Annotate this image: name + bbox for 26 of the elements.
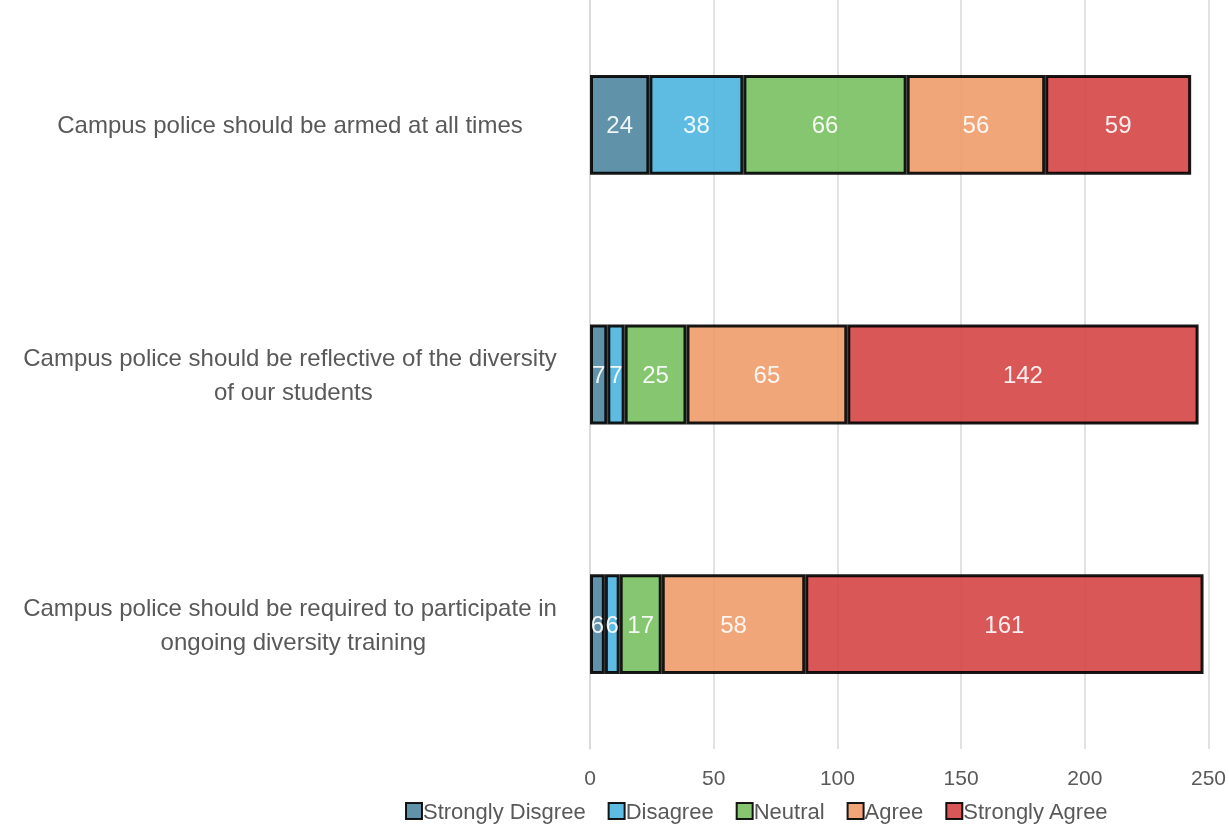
- legend-label: Disagree: [625, 798, 714, 824]
- data-label: 38: [683, 111, 710, 139]
- data-label: 66: [811, 111, 839, 139]
- data-label: 161: [984, 610, 1025, 638]
- data-label: 56: [962, 111, 990, 139]
- legend-label: Neutral: [753, 798, 825, 824]
- y-tick-label: Campus police should be reflective of the diversity of our students: [23, 344, 557, 405]
- data-label: 24: [606, 111, 634, 139]
- x-tick-label: 100: [819, 766, 855, 789]
- legend-label: Strongly Disgree: [423, 798, 586, 824]
- y-tick-label: Campus police should be armed at all times: [57, 111, 523, 139]
- y-tick-label: Campus police should be required to participate in ongoing diversity training: [23, 593, 557, 655]
- x-tick-label: 250: [1190, 766, 1226, 789]
- data-label: 59: [1104, 111, 1132, 139]
- data-label: 7: [591, 361, 606, 388]
- data-label: 25: [642, 361, 669, 388]
- x-tick-label: 0: [584, 766, 596, 789]
- data-label: 65: [753, 361, 781, 388]
- legend-label: Strongly Agree: [963, 798, 1108, 824]
- data-label: 17: [627, 610, 655, 638]
- x-tick-label: 200: [1067, 766, 1103, 789]
- x-tick-label: 150: [943, 766, 979, 789]
- x-tick-label: 50: [702, 766, 726, 789]
- data-label: 142: [1002, 361, 1043, 388]
- data-label: 7: [609, 361, 623, 388]
- data-label: 58: [720, 610, 747, 638]
